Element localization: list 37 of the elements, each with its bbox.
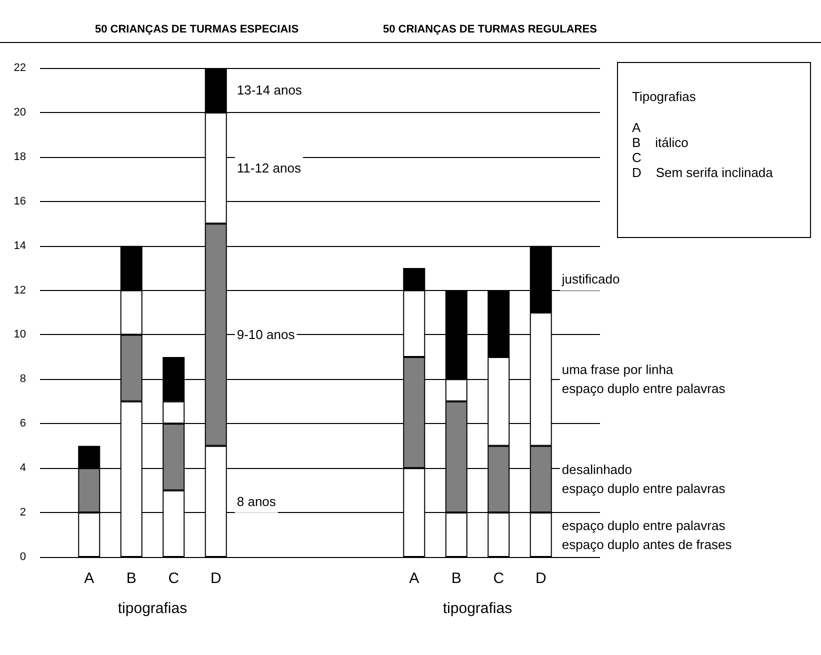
y-tick-label: 4 — [20, 462, 26, 474]
y-tick-label: 18 — [14, 150, 26, 163]
x-tick-label: A — [84, 570, 94, 587]
x-tick-label: B — [451, 570, 462, 587]
y-tick-label: 14 — [14, 240, 26, 252]
series-label: 8 anos — [236, 494, 276, 509]
y-tick-label: 22 — [14, 62, 26, 74]
y-tick-label: 10 — [14, 328, 26, 341]
y-tick-label: 6 — [20, 418, 26, 430]
series-label: espaço duplo entre palavras espaço duplo antes de frases — [562, 518, 732, 552]
x-tick-label: D — [210, 570, 222, 587]
text: C — [632, 150, 642, 165]
text: A — [632, 120, 642, 135]
x-tick-label: A — [409, 570, 420, 587]
chart-title: 50 CRIANÇAS DE TURMAS ESPECIAIS — [95, 24, 299, 36]
series-label: 13-14 anos — [236, 82, 302, 98]
y-tick-label: 0 — [20, 551, 26, 563]
series-label: justificado — [560, 272, 620, 287]
text: D Sem serifa inclinada — [632, 165, 774, 180]
y-tick-label: 16 — [14, 195, 26, 208]
x-tick-label: C — [168, 570, 180, 587]
x-axis-title: tipografias — [442, 600, 512, 617]
series-label: desalinhado espaço duplo entre palavras — [562, 462, 726, 496]
x-tick-label: C — [493, 570, 504, 587]
x-tick-label: D — [535, 570, 546, 587]
x-tick-label: B — [126, 570, 136, 587]
series-label: 11-12 anos — [236, 160, 302, 176]
x-axis-title: tipografias — [118, 600, 188, 617]
y-tick-label: 2 — [20, 506, 26, 519]
text: Tipografias — [632, 89, 697, 104]
chart-title: 50 CRIANÇAS DE TURMAS REGULARES — [383, 24, 597, 36]
text: B itálico — [632, 135, 690, 150]
series-label: 9-10 anos — [236, 327, 296, 342]
y-tick-label: 8 — [20, 373, 26, 386]
y-tick-label: 20 — [14, 106, 26, 118]
series-label: uma frase por linha espaço duplo entre palavras — [562, 362, 726, 396]
y-tick-label: 12 — [14, 284, 26, 296]
